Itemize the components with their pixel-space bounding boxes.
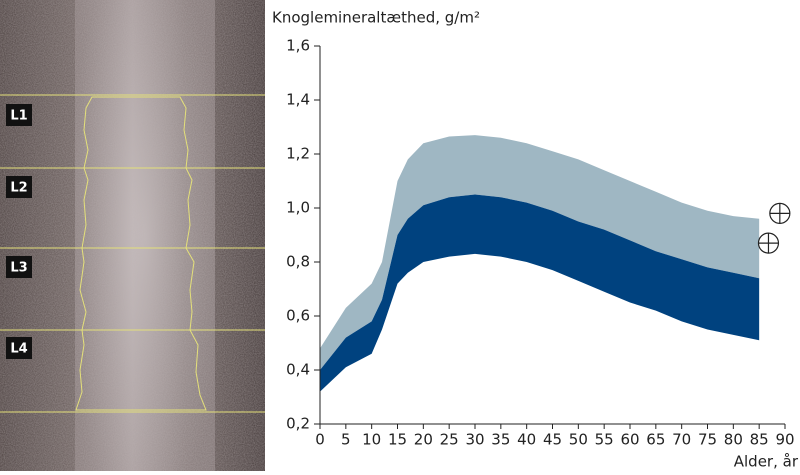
x-tick-label: 60	[620, 431, 639, 449]
vertebra-label: L1	[10, 109, 27, 124]
x-tick-label: 45	[543, 431, 562, 449]
x-axis-title: Alder, år	[734, 453, 799, 471]
measurement-point	[758, 233, 778, 253]
vertebra-label: L3	[10, 261, 27, 276]
x-tick-label: 55	[595, 431, 614, 449]
x-tick-label: 20	[414, 431, 433, 449]
x-tick-label: 90	[775, 431, 794, 449]
x-tick-label: 5	[341, 431, 351, 449]
y-tick-label: 1,6	[286, 37, 310, 55]
x-tick-label: 25	[440, 431, 459, 449]
x-tick-label: 75	[698, 431, 717, 449]
x-tick-label: 35	[491, 431, 510, 449]
y-tick-label: 1,4	[286, 91, 310, 109]
x-tick-label: 50	[569, 431, 588, 449]
y-tick-label: 0,8	[286, 253, 310, 271]
y-tick-label: 0,6	[286, 307, 310, 325]
x-tick-label: 85	[750, 431, 769, 449]
y-tick-label: 0,2	[286, 415, 310, 433]
x-tick-label: 15	[388, 431, 407, 449]
vertebra-label: L2	[10, 181, 27, 196]
x-tick-label: 0	[315, 431, 325, 449]
scan-image: L1 L2 L3 L4	[0, 0, 265, 471]
y-axis-title: Knoglemineraltæthed, g/m²	[272, 9, 480, 27]
y-tick-label: 1,2	[286, 145, 310, 163]
page: L1 L2 L3 L4 Knoglemineraltæthed, g/m² Al…	[0, 0, 800, 471]
measurement-point	[770, 203, 790, 223]
x-tick-label: 80	[724, 431, 743, 449]
x-tick-label: 30	[465, 431, 484, 449]
y-tick-label: 1,0	[286, 199, 310, 217]
vertebra-label: L4	[10, 342, 27, 357]
x-tick-label: 40	[517, 431, 536, 449]
figure: L1 L2 L3 L4 Knoglemineraltæthed, g/m² Al…	[0, 0, 800, 471]
y-tick-label: 0,4	[286, 361, 310, 379]
x-tick-label: 70	[672, 431, 691, 449]
x-tick-label: 65	[646, 431, 665, 449]
x-tick-label: 10	[362, 431, 381, 449]
